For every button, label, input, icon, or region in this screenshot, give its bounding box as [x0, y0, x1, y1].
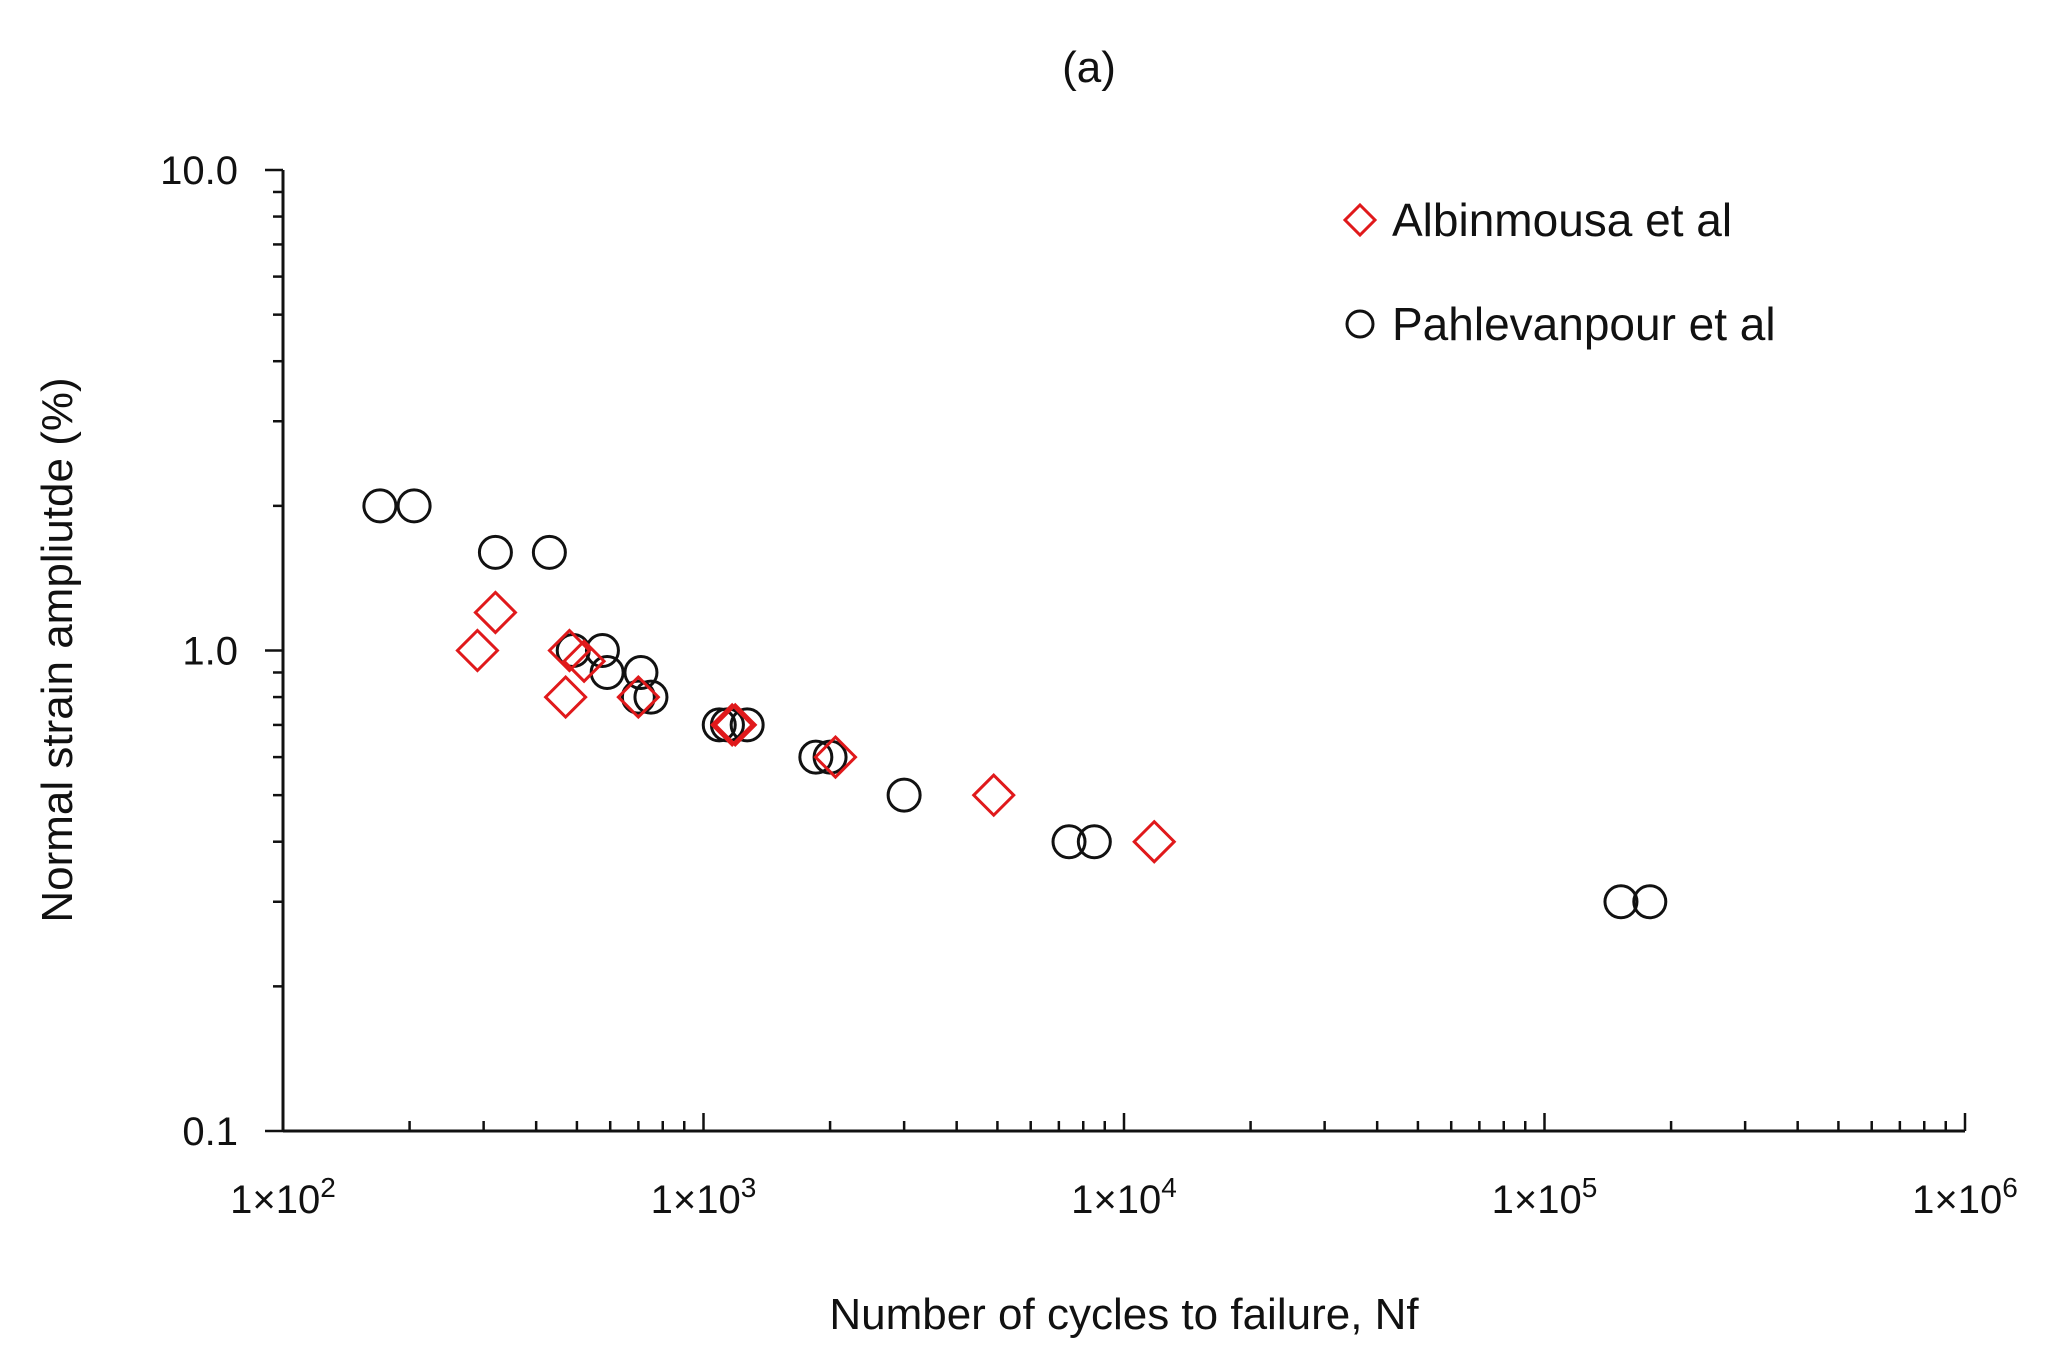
x-tick-exponent: 3	[741, 1172, 757, 1203]
data-point-circle	[1051, 824, 1087, 860]
data-point-circle	[1632, 884, 1668, 920]
data-point-diamond	[455, 628, 500, 673]
data-series	[362, 488, 1668, 920]
chart-title: (a)	[1062, 43, 1116, 92]
data-point-diamond	[971, 773, 1016, 818]
data-point-circle	[589, 654, 625, 690]
legend-label: Pahlevanpour et al	[1392, 298, 1776, 350]
data-point-circle	[1076, 824, 1112, 860]
y-tick-label: 10.0	[160, 149, 238, 193]
data-point-diamond	[473, 590, 518, 635]
data-point-diamond	[813, 734, 858, 780]
x-tick-label: 1×105	[1492, 1172, 1598, 1222]
x-tick-label: 1×104	[1071, 1172, 1177, 1222]
series-albinmousa	[455, 590, 1177, 864]
x-tick-exponent: 6	[2002, 1172, 2018, 1203]
series-pahlevanpour	[362, 488, 1668, 920]
data-point-diamond	[561, 639, 607, 684]
x-tick-label: 1×106	[1912, 1172, 2018, 1222]
legend-item: Pahlevanpour et al	[1345, 298, 1776, 350]
x-axis-title: Number of cycles to failure, Nf	[829, 1290, 1419, 1339]
data-point-circle	[886, 777, 922, 813]
data-point-circle	[729, 707, 765, 743]
x-axis-tick-labels: 1×102 1×103 1×104 1×105 1×106	[230, 1172, 2018, 1222]
data-point-circle	[623, 654, 659, 690]
x-axis-ticks	[281, 1113, 1967, 1131]
data-point-circle	[531, 534, 567, 570]
legend-label: Albinmousa et al	[1392, 194, 1732, 246]
data-point-diamond	[710, 702, 755, 748]
data-point-circle	[584, 633, 620, 668]
data-point-diamond	[543, 674, 588, 720]
y-tick-label: 0.1	[182, 1110, 238, 1154]
legend: Albinmousa et al Pahlevanpour et al	[1342, 194, 1776, 350]
data-point-circle	[633, 679, 669, 715]
data-point-circle	[798, 739, 834, 775]
y-tick-label: 1.0	[182, 630, 238, 674]
x-tick-label: 1×103	[651, 1172, 757, 1222]
legend-marker-circle	[1345, 309, 1375, 339]
legend-marker-diamond	[1342, 202, 1378, 238]
data-point-circle	[477, 534, 513, 570]
data-point-circle	[701, 707, 737, 743]
y-axis-ticks	[265, 168, 283, 1133]
data-point-diamond	[616, 674, 661, 720]
legend-item: Albinmousa et al	[1342, 194, 1732, 246]
data-point-diamond	[1132, 819, 1177, 864]
data-point-circle	[812, 739, 848, 775]
data-point-circle	[362, 488, 398, 524]
data-point-diamond	[713, 702, 758, 748]
y-axis-tick-labels: 0.1 1.0 10.0	[160, 149, 238, 1154]
x-tick-label: 1×102	[230, 1172, 336, 1222]
data-point-circle	[396, 488, 432, 524]
data-point-circle	[620, 679, 656, 715]
data-point-circle	[1603, 884, 1639, 920]
x-tick-exponent: 2	[320, 1172, 336, 1203]
x-tick-exponent: 4	[1161, 1172, 1177, 1203]
x-tick-exponent: 5	[1582, 1172, 1598, 1203]
y-axis-title: Normal strain ampliutde (%)	[33, 377, 82, 922]
